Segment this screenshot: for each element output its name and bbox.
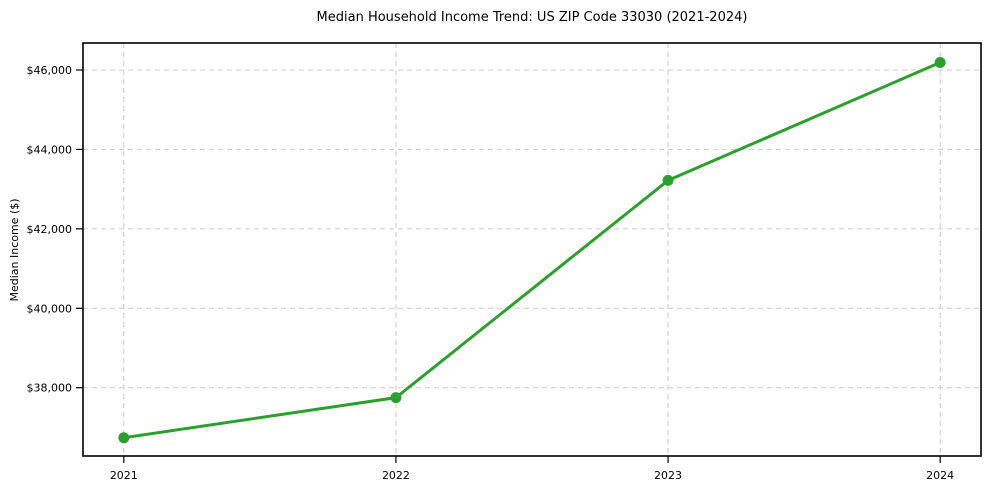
y-tick-label: $44,000 (27, 143, 73, 156)
x-tick-label: 2023 (654, 469, 682, 482)
y-axis-label: Median Income ($) (8, 198, 21, 301)
y-tick-label: $42,000 (27, 223, 73, 236)
gridlines (83, 43, 981, 456)
data-point-marker (934, 56, 946, 68)
plot-frame (82, 42, 982, 457)
y-tick-label: $40,000 (27, 302, 73, 315)
x-tick-label: 2021 (110, 469, 138, 482)
trend-line (122, 60, 942, 440)
x-tick-label: 2022 (382, 469, 410, 482)
axis-ticks: $38,000 $40,000 $42,000 $44,000 $46,000 2021 2… (27, 64, 955, 482)
data-point-marker (390, 392, 402, 404)
y-tick-label: $46,000 (27, 64, 73, 77)
x-tick-label: 2024 (926, 469, 954, 482)
data-point-marker (662, 174, 674, 186)
plot-area (118, 56, 946, 444)
y-tick-label: $38,000 (27, 382, 73, 395)
data-point-marker (118, 432, 130, 444)
chart-title: Median Household Income Trend: US ZIP Co… (317, 10, 748, 25)
